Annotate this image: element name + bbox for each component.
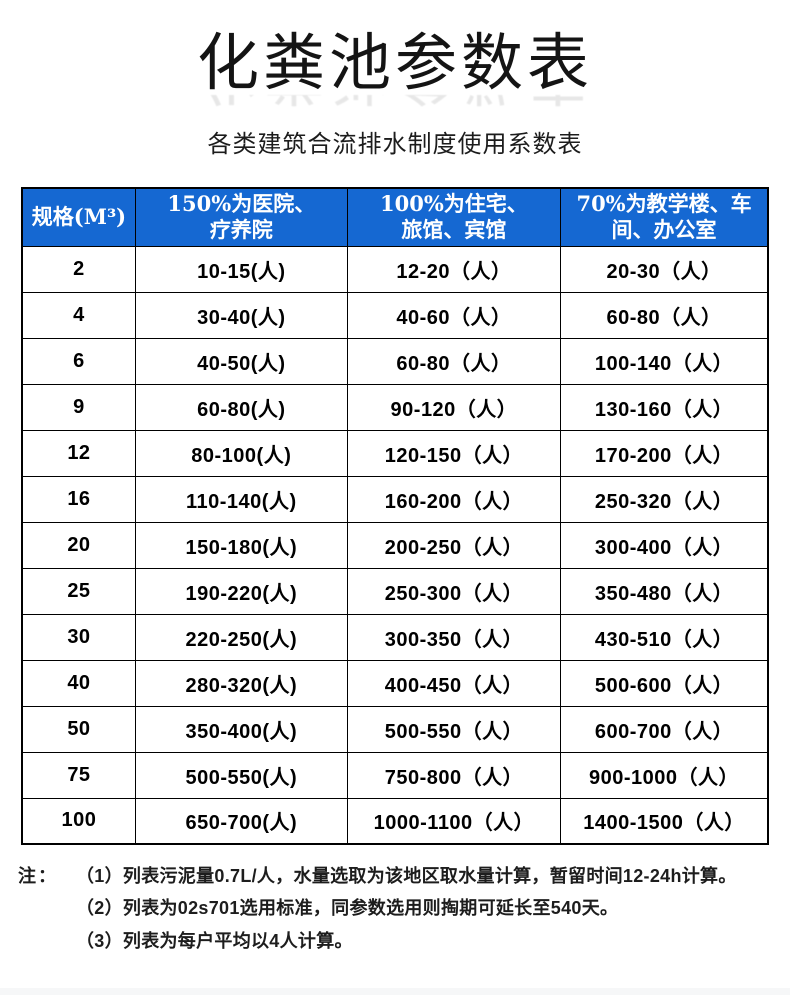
capacity-cell: 90-120（人） xyxy=(346,383,562,431)
capacity-cell: 250-300（人） xyxy=(346,567,562,615)
capacity-cell: 12-20（人） xyxy=(346,245,562,293)
capacity-cell: 1000-1100（人） xyxy=(346,797,562,845)
spec-cell: 6 xyxy=(21,337,136,385)
capacity-cell: 60-80（人） xyxy=(560,291,769,339)
table-row: 30 220-250(人) 300-350（人） 430-510（人） xyxy=(21,613,769,661)
table-row: 50 350-400(人) 500-550（人） 600-700（人） xyxy=(21,705,769,753)
capacity-cell: 280-320(人) xyxy=(134,659,348,707)
notes-section: 注： （1）列表污泥量0.7L/人，水量选取为该地区取水量计算，暂留时间12-2… xyxy=(18,860,776,957)
capacity-cell: 750-800（人） xyxy=(346,751,562,799)
table-row: 20 150-180(人) 200-250（人） 300-400（人） xyxy=(21,521,769,569)
capacity-cell: 20-30（人） xyxy=(560,245,769,293)
capacity-cell: 10-15(人) xyxy=(134,245,348,293)
capacity-cell: 100-140（人） xyxy=(560,337,769,385)
spec-cell: 12 xyxy=(21,429,136,477)
capacity-cell: 500-550（人） xyxy=(346,705,562,753)
spec-cell: 4 xyxy=(21,291,136,339)
table-row: 40 280-320(人) 400-450（人） 500-600（人） xyxy=(21,659,769,707)
spec-cell: 40 xyxy=(21,659,136,707)
title-reflection: 化粪池参数表 xyxy=(0,95,790,108)
table-row: 2 10-15(人) 12-20（人） 20-30（人） xyxy=(21,245,769,293)
capacity-cell: 400-450（人） xyxy=(346,659,562,707)
capacity-cell: 40-50(人) xyxy=(134,337,348,385)
capacity-cell: 1400-1500（人） xyxy=(560,797,769,845)
capacity-cell: 500-550(人) xyxy=(134,751,348,799)
capacity-cell: 160-200（人） xyxy=(346,475,562,523)
capacity-cell: 650-700(人) xyxy=(134,797,348,845)
page-subtitle: 各类建筑合流排水制度使用系数表 xyxy=(207,131,583,159)
capacity-cell: 130-160（人） xyxy=(560,383,769,431)
spec-cell: 30 xyxy=(21,613,136,661)
capacity-cell: 350-480（人） xyxy=(560,567,769,615)
col-header-spec: 规格(M³) xyxy=(21,187,136,247)
table-row: 12 80-100(人) 120-150（人） 170-200（人） xyxy=(21,429,769,477)
spec-cell: 20 xyxy=(21,521,136,569)
table-row: 16 110-140(人) 160-200（人） 250-320（人） xyxy=(21,475,769,523)
spec-cell: 16 xyxy=(21,475,136,523)
table-header-row: 规格(M³) 150%为医院、 疗养院 100%为住宅、 旅馆、宾馆 70%为教… xyxy=(21,187,769,247)
spec-cell: 75 xyxy=(21,751,136,799)
page-title: 化粪池参数表 xyxy=(196,26,593,99)
title-block: 化粪池参数表 化粪池参数表 xyxy=(0,30,790,108)
capacity-cell: 80-100(人) xyxy=(134,429,348,477)
capacity-cell: 60-80（人） xyxy=(346,337,562,385)
capacity-cell: 220-250(人) xyxy=(134,613,348,661)
capacity-cell: 30-40(人) xyxy=(134,291,348,339)
capacity-cell: 120-150（人） xyxy=(346,429,562,477)
capacity-cell: 900-1000（人） xyxy=(560,751,769,799)
col-header-100pct: 100%为住宅、 旅馆、宾馆 xyxy=(346,187,562,247)
capacity-cell: 170-200（人） xyxy=(560,429,769,477)
capacity-cell: 40-60（人） xyxy=(346,291,562,339)
capacity-cell: 430-510（人） xyxy=(560,613,769,661)
note-item: （3）列表为每户平均以4人计算。 xyxy=(76,930,353,951)
capacity-cell: 200-250（人） xyxy=(346,521,562,569)
capacity-cell: 60-80(人) xyxy=(134,383,348,431)
notes-list: （1）列表污泥量0.7L/人，水量选取为该地区取水量计算，暂留时间12-24h计… xyxy=(76,860,737,957)
spec-cell: 100 xyxy=(21,797,136,845)
spec-cell: 2 xyxy=(21,245,136,293)
table-row: 100 650-700(人) 1000-1100（人） 1400-1500（人） xyxy=(21,797,769,845)
capacity-cell: 500-600（人） xyxy=(560,659,769,707)
spec-table: 规格(M³) 150%为医院、 疗养院 100%为住宅、 旅馆、宾馆 70%为教… xyxy=(21,187,769,846)
capacity-cell: 600-700（人） xyxy=(560,705,769,753)
capacity-cell: 350-400(人) xyxy=(134,705,348,753)
spec-cell: 9 xyxy=(21,383,136,431)
table-row: 9 60-80(人) 90-120（人） 130-160（人） xyxy=(21,383,769,431)
capacity-cell: 300-350（人） xyxy=(346,613,562,661)
page-bottom-strip xyxy=(0,988,790,995)
table-row: 6 40-50(人) 60-80（人） 100-140（人） xyxy=(21,337,769,385)
capacity-cell: 250-320（人） xyxy=(560,475,769,523)
table-row: 75 500-550(人) 750-800（人） 900-1000（人） xyxy=(21,751,769,799)
notes-label: 注： xyxy=(18,866,58,887)
col-header-150pct: 150%为医院、 疗养院 xyxy=(134,187,348,247)
col-header-70pct: 70%为教学楼、车 间、办公室 xyxy=(560,187,769,247)
capacity-cell: 300-400（人） xyxy=(560,521,769,569)
spec-cell: 50 xyxy=(21,705,136,753)
table-row: 4 30-40(人) 40-60（人） 60-80（人） xyxy=(21,291,769,339)
note-item: （1）列表污泥量0.7L/人，水量选取为该地区取水量计算，暂留时间12-24h计… xyxy=(76,866,737,887)
note-item: （2）列表为02s701选用标准，同参数选用则掏期可延长至540天。 xyxy=(76,898,619,919)
capacity-cell: 150-180(人) xyxy=(134,521,348,569)
capacity-cell: 190-220(人) xyxy=(134,567,348,615)
spec-cell: 25 xyxy=(21,567,136,615)
capacity-cell: 110-140(人) xyxy=(134,475,348,523)
table-row: 25 190-220(人) 250-300（人） 350-480（人） xyxy=(21,567,769,615)
